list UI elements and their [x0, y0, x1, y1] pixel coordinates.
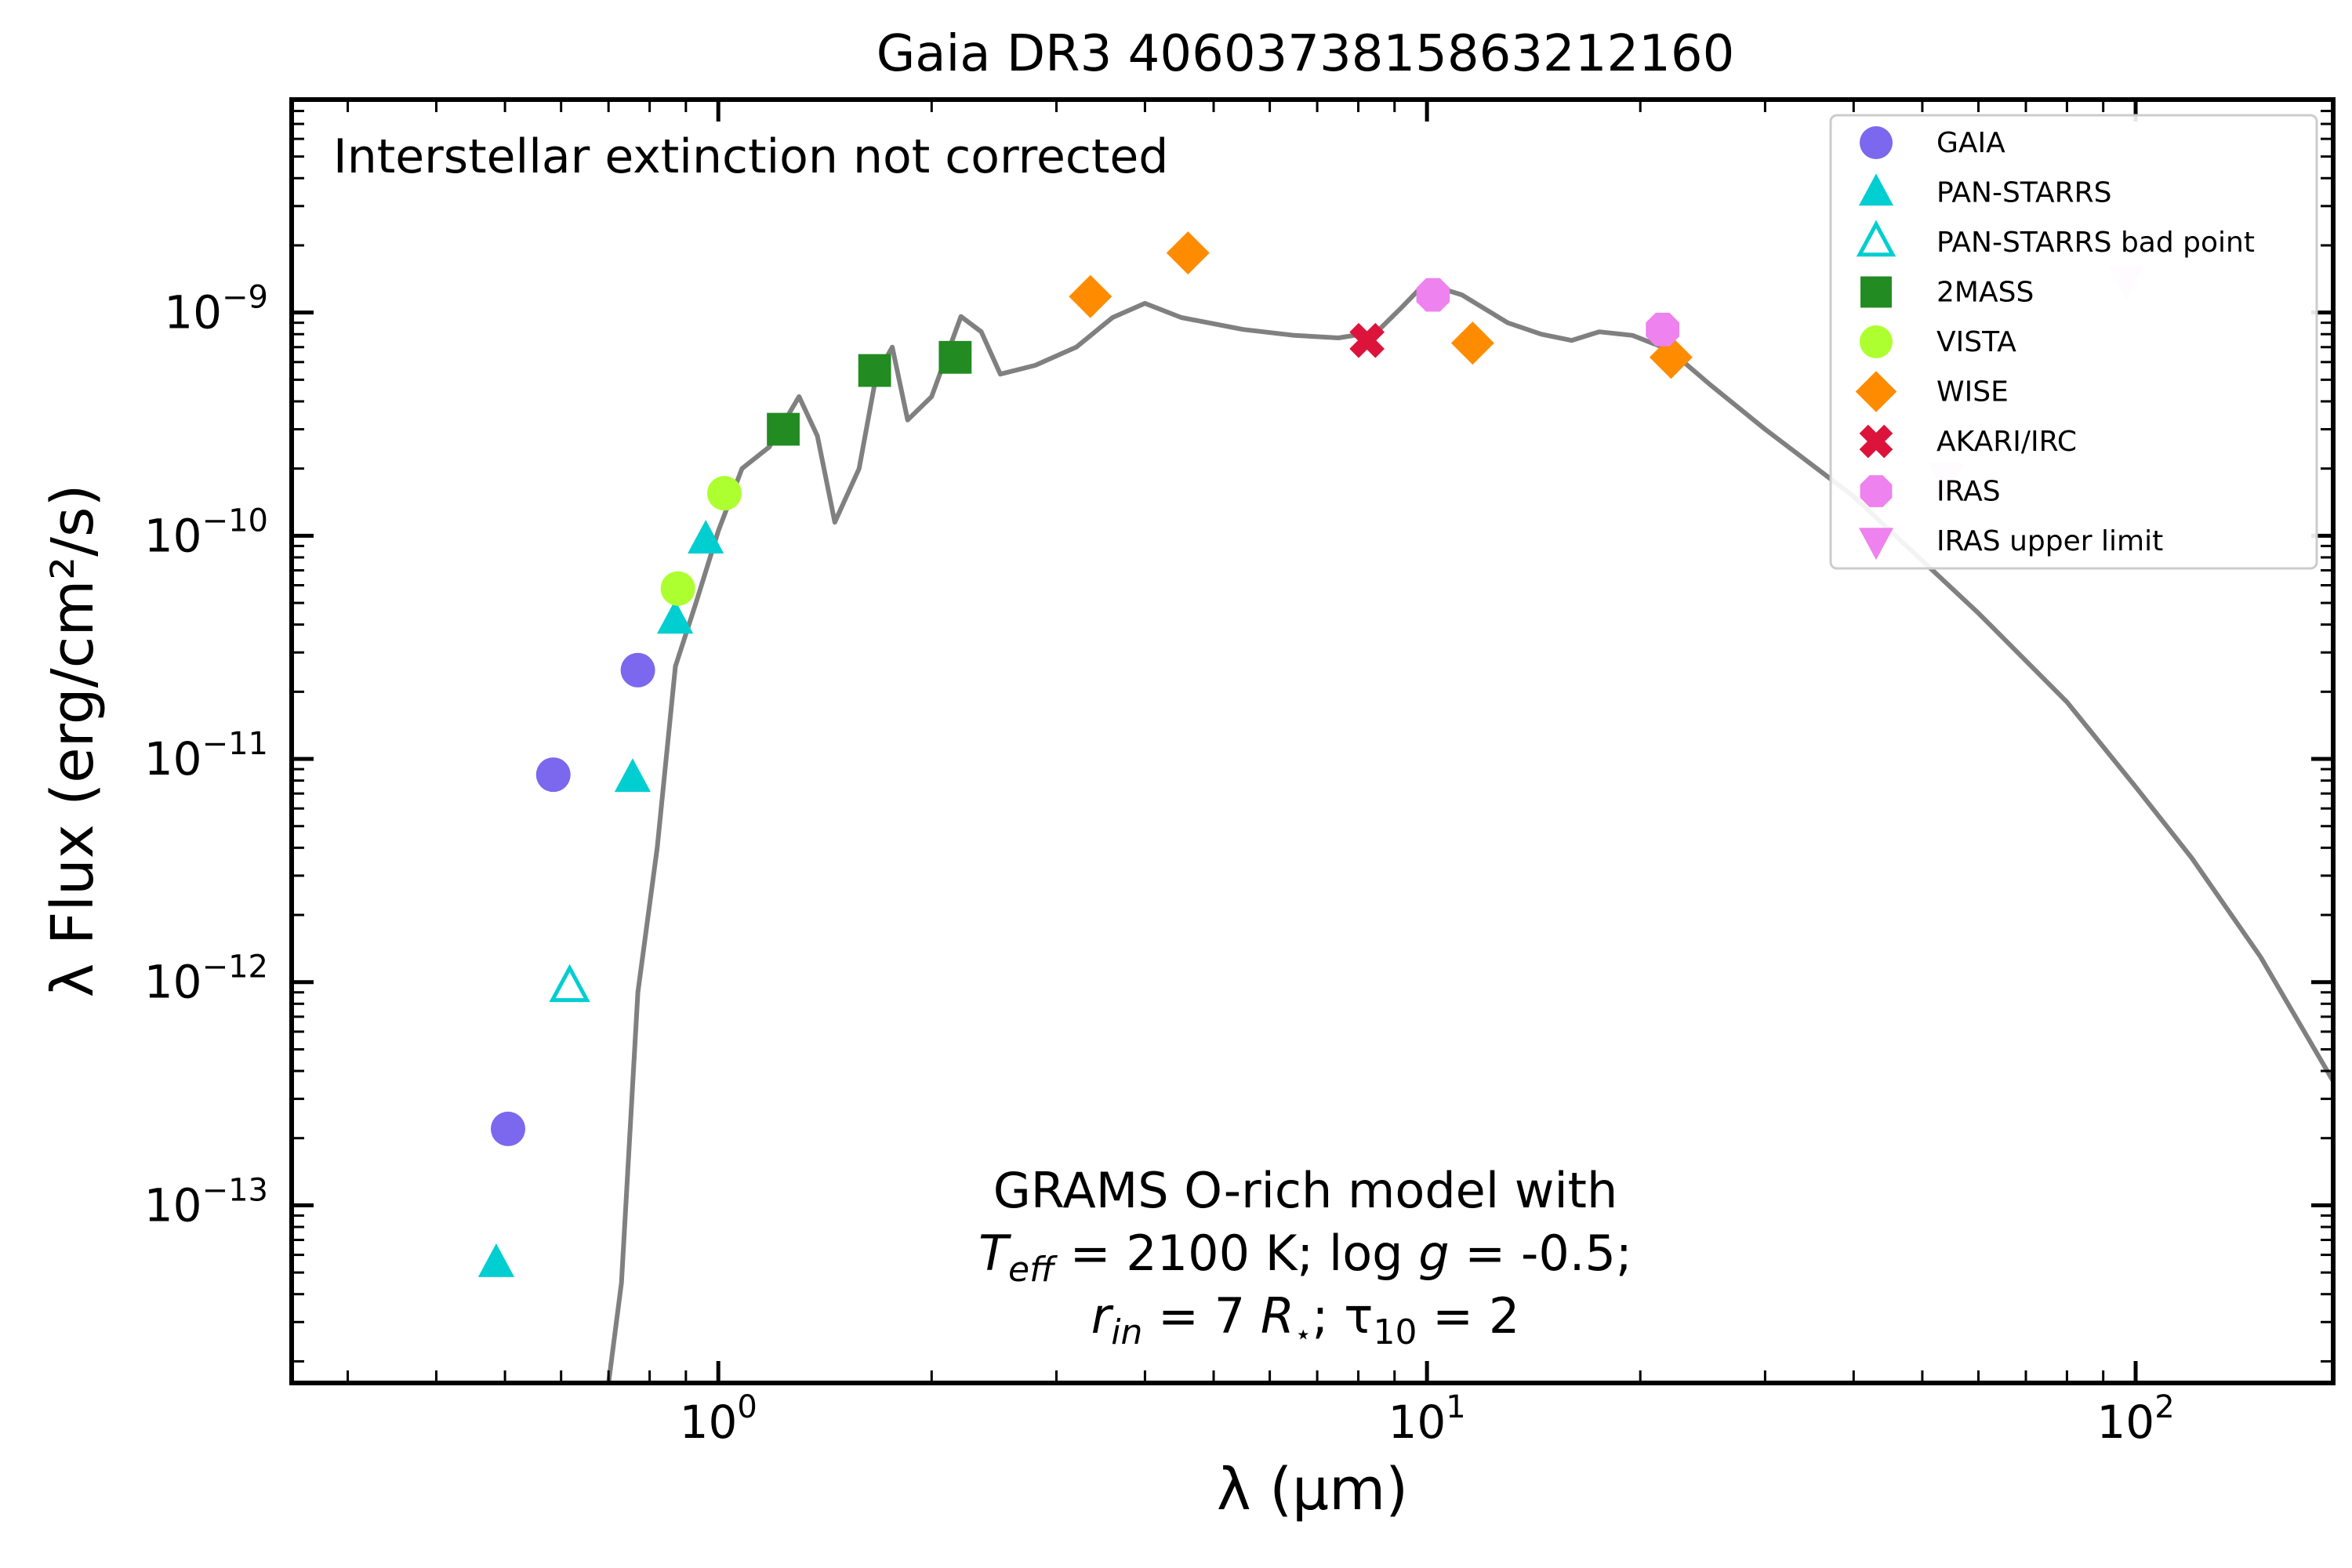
pan-starrs-point — [688, 520, 724, 554]
y-tick-label: 10−13 — [144, 1172, 268, 1232]
legend-label: PAN-STARRS — [1936, 177, 2112, 209]
legend-marker-vista — [1860, 325, 1893, 358]
model-text-line1: GRAMS O-rich model with — [993, 1162, 1618, 1219]
legend-label: GAIA — [1936, 127, 2005, 159]
model-text-line3: rin = 7 R⋆; τ10 = 2 — [1091, 1287, 1520, 1352]
plot-frame — [289, 97, 2336, 1385]
legend-label: 2MASS — [1936, 277, 2034, 309]
legend-item-2mass: 2MASS — [1860, 277, 2034, 309]
2mass-point — [767, 412, 800, 446]
x-tick-label: 102 — [2096, 1389, 2174, 1449]
chart-title: Gaia DR3 4060373815863212160 — [877, 25, 1735, 83]
pan-starrs-point — [656, 600, 694, 634]
legend-item-gaia: GAIA — [1860, 126, 2005, 159]
vista-point — [706, 476, 742, 511]
gaia-point — [491, 1111, 526, 1146]
legend-marker-wise — [1855, 371, 1897, 412]
2mass-point — [858, 354, 891, 387]
legend-marker-iras — [1860, 475, 1893, 507]
wise-point — [1069, 274, 1112, 318]
legend-marker-akari-irc — [1859, 424, 1893, 459]
legend-item-iras-upper-limit: IRAS upper limit — [1858, 525, 2163, 561]
legend-label: VISTA — [1936, 326, 2016, 358]
legend-item-vista: VISTA — [1860, 325, 2016, 358]
legend-marker-pan-starrs — [1858, 173, 1894, 206]
x-axis-label: λ (μm) — [1217, 1456, 1408, 1523]
y-tick-label: 10−10 — [144, 503, 268, 562]
legend-item-akari-irc: AKARI/IRC — [1859, 424, 2077, 459]
pan-starrs-bad-point-point — [549, 964, 590, 1003]
legend-item-wise: WISE — [1855, 371, 2009, 412]
legend-label: IRAS — [1936, 476, 2001, 508]
legend-label: WISE — [1936, 376, 2009, 408]
gaia-point — [535, 757, 571, 793]
wise-point — [1649, 336, 1693, 379]
model-sed-curve — [606, 286, 2333, 1383]
y-axis-label: λ Flux (erg/cm²/s) — [39, 485, 107, 998]
vista-point — [660, 571, 695, 606]
legend: GAIA PAN-STARRS PAN-STARRS bad point 2MASS V… — [1829, 114, 2318, 570]
wise-point — [1450, 321, 1494, 365]
x-tick-label: 100 — [680, 1389, 757, 1449]
2mass-point — [938, 340, 972, 374]
extinction-note: Interstellar extinction not corrected — [333, 129, 1168, 184]
y-tick-label: 10−12 — [144, 949, 268, 1009]
legend-marker-2mass — [1860, 276, 1892, 308]
legend-label: IRAS upper limit — [1936, 525, 2163, 557]
model-text-line2: Teff = 2100 K; log g = -0.5; — [978, 1225, 1632, 1290]
legend-label: PAN-STARRS bad point — [1936, 227, 2255, 259]
legend-item-iras: IRAS — [1860, 475, 2001, 508]
y-tick-label: 10−11 — [144, 726, 268, 786]
legend-item-pan-starrs-bad-point: PAN-STARRS bad point — [1856, 220, 2255, 259]
pan-starrs-point — [614, 758, 652, 793]
iras-point — [1416, 278, 1450, 312]
legend-marker-iras-upper-limit — [1858, 528, 1894, 561]
legend-frame — [1829, 114, 2318, 570]
legend-marker-gaia — [1860, 126, 1893, 159]
akari-irc-point — [1349, 322, 1385, 358]
x-tick-label: 101 — [1388, 1389, 1465, 1449]
y-tick-label: 10−9 — [164, 280, 268, 339]
legend-label: AKARI/IRC — [1936, 426, 2077, 458]
pan-starrs-point — [477, 1243, 515, 1277]
legend-marker-pan-starrs-bad-point — [1856, 220, 1896, 257]
iras-point — [1646, 312, 1679, 347]
legend-item-pan-starrs: PAN-STARRS — [1858, 173, 2112, 209]
gaia-point — [620, 652, 655, 688]
wise-point — [1166, 231, 1210, 275]
